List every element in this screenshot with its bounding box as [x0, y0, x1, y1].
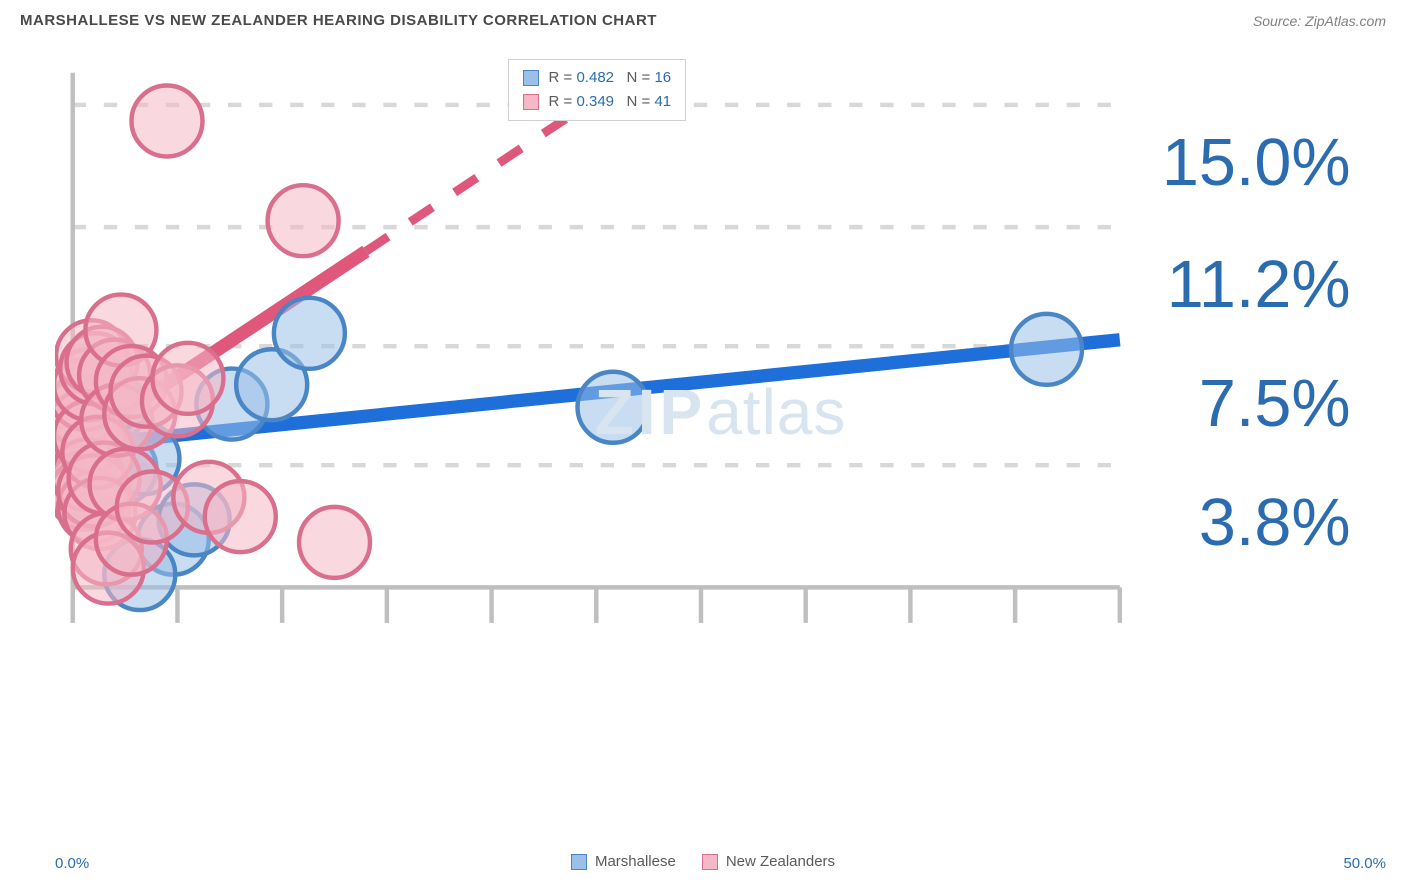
svg-text:7.5%: 7.5% [1199, 367, 1351, 441]
stats-box: R = 0.482 N = 16 R = 0.349 N = 41 [508, 59, 687, 121]
stats-row-newzealanders: R = 0.349 N = 41 [523, 90, 672, 114]
x-axis-start: 0.0% [55, 855, 89, 872]
stats-row-marshallese: R = 0.482 N = 16 [523, 66, 672, 90]
swatch-newzealanders [523, 94, 539, 110]
x-axis-end: 50.0% [1343, 855, 1386, 872]
swatch-marshallese [523, 70, 539, 86]
svg-text:3.8%: 3.8% [1199, 486, 1351, 560]
x-axis-labels: 0.0% 50.0% [55, 855, 1386, 872]
svg-text:15.0%: 15.0% [1162, 126, 1351, 200]
chart-area: Hearing Disability 3.8%7.5%11.2%15.0% ZI… [55, 55, 1386, 832]
svg-text:11.2%: 11.2% [1167, 248, 1351, 322]
scatter-plot: 3.8% 7.5% 11.2% 15.0% [55, 55, 1386, 721]
source-attribution: Source: ZipAtlas.com [1253, 13, 1386, 29]
chart-title: MARSHALLESE VS NEW ZEALANDER HEARING DIS… [20, 12, 657, 29]
